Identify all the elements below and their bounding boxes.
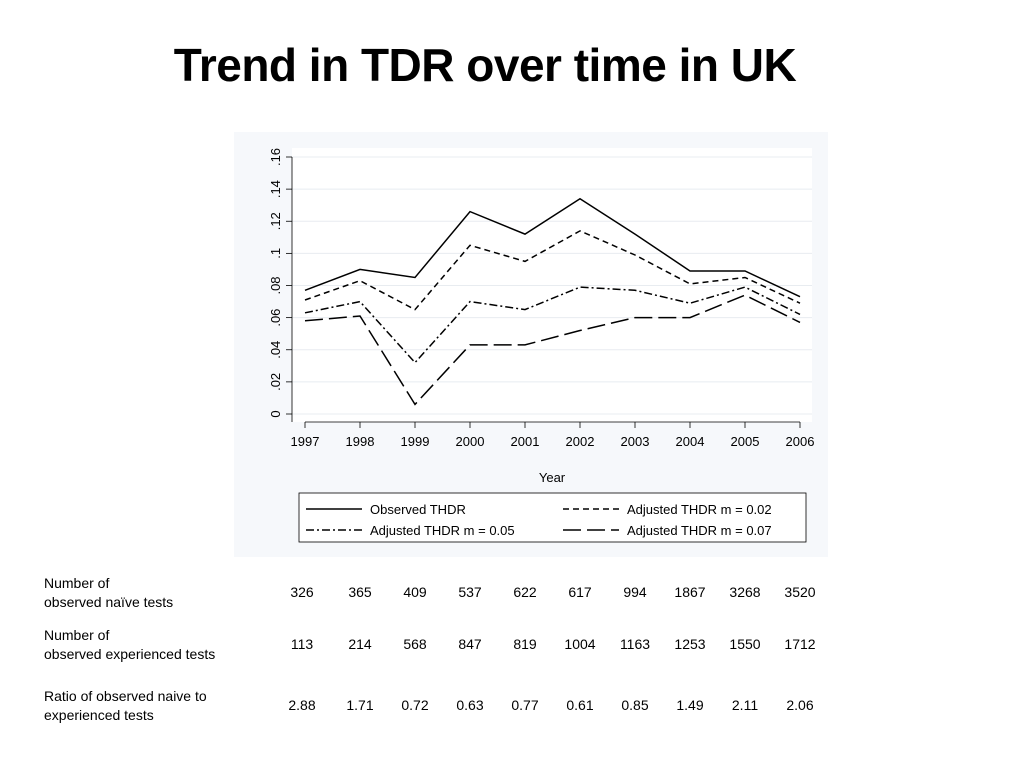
y-tick-label: .16 xyxy=(268,148,283,166)
table-cell: 0.72 xyxy=(401,697,429,713)
table-cell: 113 xyxy=(290,636,314,652)
x-tick-label: 2001 xyxy=(511,434,540,449)
table-cell: 3268 xyxy=(729,584,761,600)
x-tick-label: 1997 xyxy=(291,434,320,449)
x-tick-label: 2003 xyxy=(621,434,650,449)
table-cell: 847 xyxy=(458,636,482,652)
table-row-label: Ratio of observed naive to experienced te… xyxy=(44,687,207,725)
legend-label: Observed THDR xyxy=(370,502,466,517)
table-cell: 2.11 xyxy=(731,697,759,713)
x-tick-label: 2004 xyxy=(676,434,705,449)
x-tick-label: 2005 xyxy=(731,434,760,449)
table-cell: 2.06 xyxy=(786,697,814,713)
table-cell: 214 xyxy=(348,636,372,652)
table-cell: 1550 xyxy=(729,636,761,652)
x-tick-label: 1998 xyxy=(346,434,375,449)
table-cell: 537 xyxy=(458,584,482,600)
series-lines xyxy=(304,197,801,406)
table-cell: 0.61 xyxy=(566,697,594,713)
table-cell: 1867 xyxy=(674,584,706,600)
table-row-label-line: Ratio of observed naive to xyxy=(44,688,207,704)
y-tick-label: .02 xyxy=(268,373,283,391)
table-row-label: Number of observed naïve tests xyxy=(44,574,173,612)
table-cell: 622 xyxy=(513,584,537,600)
table-cell: 2.88 xyxy=(288,697,316,713)
legend-label: Adjusted THDR m = 0.05 xyxy=(370,523,515,538)
legend: Observed THDR Adjusted THDR m = 0.02 Adjus… xyxy=(298,492,807,543)
table-cell: 365 xyxy=(348,584,372,600)
legend-label: Adjusted THDR m = 0.07 xyxy=(627,523,772,538)
table-cell: 409 xyxy=(403,584,427,600)
y-tick-label: .06 xyxy=(268,309,283,327)
table-row-label-line: Number of xyxy=(44,575,110,591)
y-tick-label: .1 xyxy=(268,248,283,259)
legend-box xyxy=(298,492,807,543)
series-line-2 xyxy=(304,230,801,311)
x-tick-label: 1999 xyxy=(401,434,430,449)
y-tick-label: .12 xyxy=(268,212,283,230)
table-row-label-line: observed experienced tests xyxy=(44,646,216,662)
y-tick-label: .14 xyxy=(268,180,283,198)
table-row-label-line: observed naïve tests xyxy=(44,594,174,610)
table-cell: 1253 xyxy=(674,636,706,652)
table-cell: 568 xyxy=(403,636,427,652)
table-cell: 0.77 xyxy=(511,697,539,713)
table-cell: 1.49 xyxy=(676,697,704,713)
series-line-4 xyxy=(304,294,801,406)
x-tick-label: 2002 xyxy=(566,434,595,449)
table-cell: 1.71 xyxy=(346,697,374,713)
table-cell: 0.85 xyxy=(621,697,649,713)
axes: 0 .02 .04 .06 .08 .1 .12 .14 .16 1997 1998 1999 2000… xyxy=(268,148,814,449)
y-tick-label: 0 xyxy=(268,410,283,417)
table-cell: 1163 xyxy=(619,636,651,652)
y-tick-label: .08 xyxy=(268,276,283,294)
gridlines xyxy=(292,156,812,415)
legend-label: Adjusted THDR m = 0.02 xyxy=(627,502,772,517)
y-tick-label: .04 xyxy=(268,341,283,359)
table-cell: 994 xyxy=(623,584,647,600)
x-axis-label: Year xyxy=(539,470,566,485)
table-cell: 819 xyxy=(513,636,537,652)
table-row-label: Number of observed experienced tests xyxy=(44,626,215,664)
table-cell: 1712 xyxy=(784,636,816,652)
series-line-3 xyxy=(304,286,801,364)
series-line-1 xyxy=(304,197,801,298)
x-tick-label: 2000 xyxy=(456,434,485,449)
table-cell: 3520 xyxy=(784,584,816,600)
table-cell: 617 xyxy=(568,584,592,600)
table-cell: 0.63 xyxy=(456,697,484,713)
chart-title: Trend in TDR over time in UK xyxy=(173,39,797,91)
table-cell: 326 xyxy=(290,584,314,600)
table-row-label-line: Number of xyxy=(44,627,110,643)
table-row-label-line: experienced tests xyxy=(44,707,154,723)
x-tick-label: 2006 xyxy=(786,434,815,449)
table-cell: 1004 xyxy=(564,636,596,652)
